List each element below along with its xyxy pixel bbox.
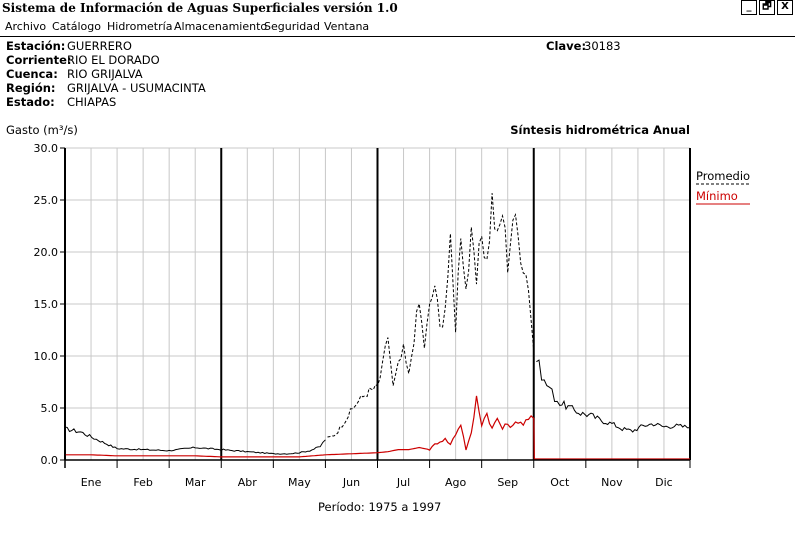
y-tick-label: 0.0 [41,454,59,467]
x-tick-label-jun: Jun [342,476,360,489]
clave-label: Clave: [546,39,587,53]
period-label: Período: 1975 a 1997 [318,500,441,514]
close-button[interactable]: X [777,0,793,15]
title-bar: Sistema de Información de Aguas Superfic… [0,0,795,17]
series-promedio-line-end [536,359,691,433]
y-tick-label: 10.0 [34,350,59,363]
y-tick-label: 30.0 [34,142,59,155]
series-promedio-line [64,426,326,455]
window-title: Sistema de Información de Aguas Superfic… [2,1,398,15]
series-promedio-line-dashed [327,193,535,438]
x-tick-label-feb: Feb [133,476,152,489]
x-tick-label-abr: Abr [238,476,258,489]
menu-hidrometria[interactable]: Hidrometría [107,20,173,33]
x-tick-label-dic: Dic [655,476,673,489]
region-label: Región: [6,81,56,95]
x-tick-label-sep: Sep [497,476,518,489]
chart-title: Síntesis hidrométrica Anual [510,123,690,137]
menu-ventana[interactable]: Ventana [324,20,370,33]
menu-almacenamiento[interactable]: Almacenamiento [174,20,268,33]
basin-label: Cuenca: [6,67,58,81]
x-tick-label-jul: Jul [396,476,410,489]
stream-value: RIO EL DORADO [67,53,160,67]
x-tick-label-mar: Mar [185,476,206,489]
legend-entry-minimo: Mínimo [696,189,738,203]
stream-label: Corriente: [6,53,72,67]
menu-bar: Archivo Catálogo Hidrometría Almacenamie… [0,17,795,37]
y-tick-label: 15.0 [34,298,59,311]
menu-seguridad[interactable]: Seguridad [264,20,320,33]
state-label: Estado: [6,95,55,109]
basin-value: RIO GRIJALVA [67,67,143,81]
state-value: CHIAPAS [67,95,117,109]
station-label: Estación: [6,39,66,53]
restore-button[interactable]: 🗗 [759,0,775,15]
x-tick-label-nov: Nov [601,476,623,489]
station-value: GUERRERO [67,39,132,53]
x-tick-label-ene: Ene [81,476,102,489]
legend-entry-promedio: Promedio [696,169,750,183]
menu-catalogo[interactable]: Catálogo [52,20,101,33]
y-axis-label: Gasto (m³/s) [6,123,78,137]
x-tick-label-oct: Oct [550,476,570,489]
y-tick-label: 5.0 [41,402,59,415]
window-controls: _ 🗗 X [741,0,793,16]
clave-value: 30183 [584,39,621,53]
menu-archivo[interactable]: Archivo [5,20,47,33]
minimize-button[interactable]: _ [741,0,757,15]
x-tick-label-may: May [288,476,311,489]
y-tick-label: 25.0 [34,194,59,207]
region-value: GRIJALVA - USUMACINTA [67,81,206,95]
y-tick-label: 20.0 [34,246,59,259]
series-minimo-line [65,395,690,460]
x-tick-label-ago: Ago [445,476,467,489]
